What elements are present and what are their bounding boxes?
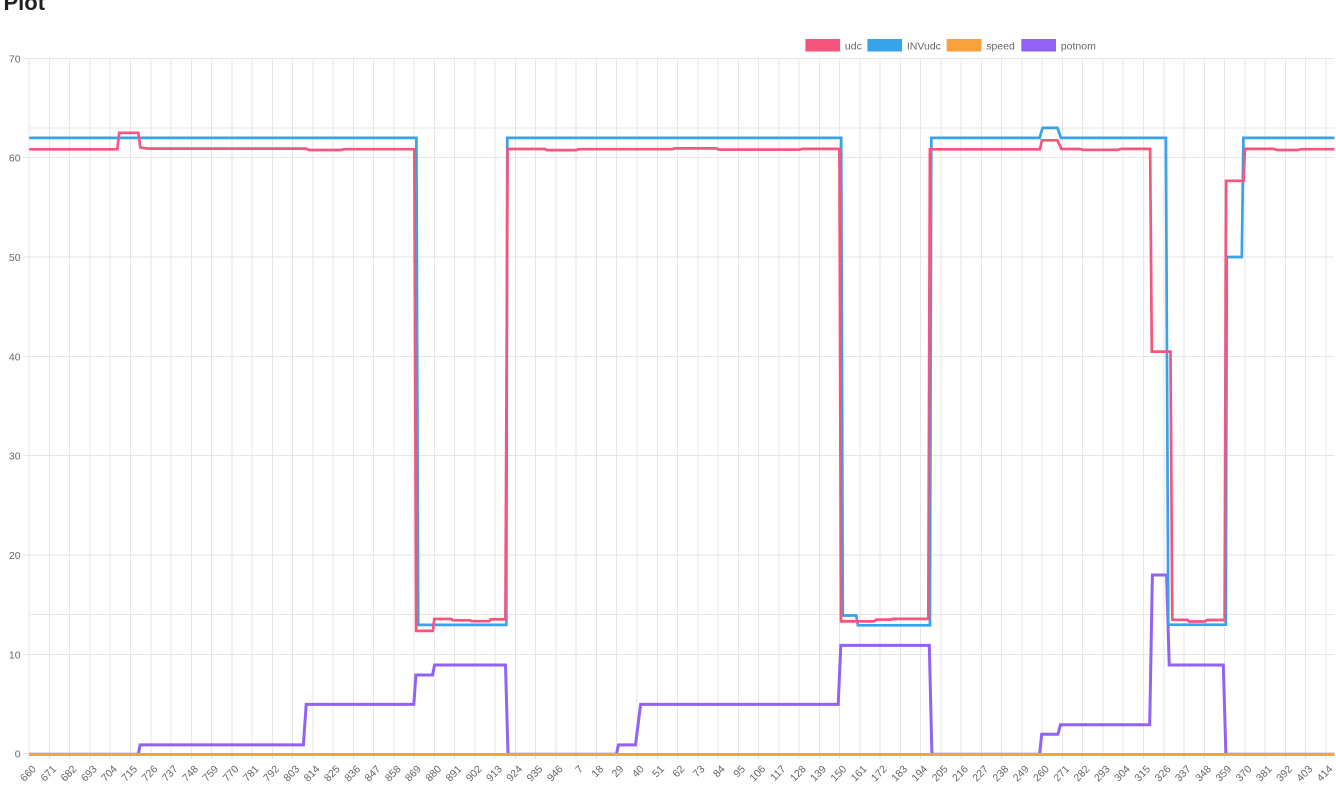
svg-text:348: 348 <box>1193 763 1214 784</box>
svg-text:speed: speed <box>986 41 1015 53</box>
svg-text:847: 847 <box>362 763 383 784</box>
svg-text:337: 337 <box>1173 763 1194 784</box>
svg-text:693: 693 <box>79 763 100 784</box>
svg-text:0: 0 <box>15 749 21 761</box>
svg-text:715: 715 <box>119 763 140 784</box>
svg-text:671: 671 <box>38 763 59 784</box>
svg-text:194: 194 <box>909 763 930 784</box>
svg-text:414: 414 <box>1315 763 1336 784</box>
svg-text:238: 238 <box>991 763 1012 784</box>
svg-text:18: 18 <box>589 763 606 780</box>
svg-text:858: 858 <box>383 763 404 784</box>
svg-text:282: 282 <box>1072 763 1093 784</box>
svg-text:73: 73 <box>691 763 708 780</box>
svg-text:106: 106 <box>747 763 768 784</box>
svg-text:737: 737 <box>160 763 181 784</box>
svg-text:95: 95 <box>731 763 748 780</box>
svg-text:172: 172 <box>869 763 890 784</box>
svg-text:293: 293 <box>1092 763 1113 784</box>
svg-text:117: 117 <box>768 763 788 783</box>
svg-text:potnom: potnom <box>1061 41 1096 53</box>
svg-text:913: 913 <box>484 763 505 784</box>
svg-text:128: 128 <box>788 763 809 784</box>
svg-text:946: 946 <box>545 763 566 784</box>
svg-text:84: 84 <box>711 763 728 780</box>
svg-text:370: 370 <box>1234 763 1255 784</box>
svg-text:880: 880 <box>423 763 444 784</box>
svg-text:161: 161 <box>849 763 870 784</box>
svg-text:260: 260 <box>1031 763 1052 784</box>
svg-text:726: 726 <box>140 763 161 784</box>
svg-text:924: 924 <box>504 763 525 784</box>
svg-text:51: 51 <box>650 763 667 780</box>
svg-text:udc: udc <box>845 41 862 53</box>
svg-text:7: 7 <box>573 763 586 776</box>
svg-text:20: 20 <box>9 550 21 562</box>
svg-text:792: 792 <box>261 763 282 784</box>
svg-text:304: 304 <box>1112 763 1133 784</box>
svg-text:759: 759 <box>200 763 221 784</box>
svg-text:227: 227 <box>970 763 991 784</box>
svg-text:902: 902 <box>464 763 485 784</box>
svg-text:150: 150 <box>828 763 849 784</box>
svg-text:891: 891 <box>444 763 465 784</box>
svg-text:216: 216 <box>950 763 971 784</box>
svg-text:29: 29 <box>610 763 627 780</box>
svg-text:359: 359 <box>1213 763 1234 784</box>
svg-text:249: 249 <box>1011 763 1032 784</box>
svg-text:40: 40 <box>9 351 21 363</box>
svg-text:40: 40 <box>630 763 647 780</box>
svg-text:139: 139 <box>808 763 829 784</box>
svg-text:381: 381 <box>1254 763 1275 784</box>
svg-text:748: 748 <box>180 763 201 784</box>
svg-text:326: 326 <box>1153 763 1174 784</box>
svg-text:825: 825 <box>322 763 343 784</box>
svg-text:682: 682 <box>59 763 80 784</box>
svg-text:781: 781 <box>241 763 262 784</box>
svg-text:INVudc: INVudc <box>907 41 941 53</box>
svg-text:803: 803 <box>281 763 302 784</box>
svg-text:660: 660 <box>18 763 39 784</box>
svg-text:50: 50 <box>9 252 21 264</box>
svg-text:70: 70 <box>9 53 21 65</box>
svg-text:814: 814 <box>302 763 323 784</box>
svg-text:62: 62 <box>670 763 687 780</box>
svg-text:30: 30 <box>9 451 21 463</box>
svg-text:403: 403 <box>1294 763 1315 784</box>
svg-text:271: 271 <box>1051 763 1072 784</box>
svg-text:836: 836 <box>342 763 363 784</box>
svg-text:770: 770 <box>221 763 242 784</box>
svg-text:935: 935 <box>525 763 546 784</box>
svg-text:704: 704 <box>99 763 120 784</box>
svg-text:60: 60 <box>9 153 21 165</box>
svg-text:315: 315 <box>1132 763 1153 784</box>
svg-text:183: 183 <box>889 763 910 784</box>
svg-text:205: 205 <box>930 763 951 784</box>
svg-text:869: 869 <box>403 763 424 784</box>
svg-text:10: 10 <box>9 649 21 661</box>
svg-text:392: 392 <box>1274 763 1295 784</box>
